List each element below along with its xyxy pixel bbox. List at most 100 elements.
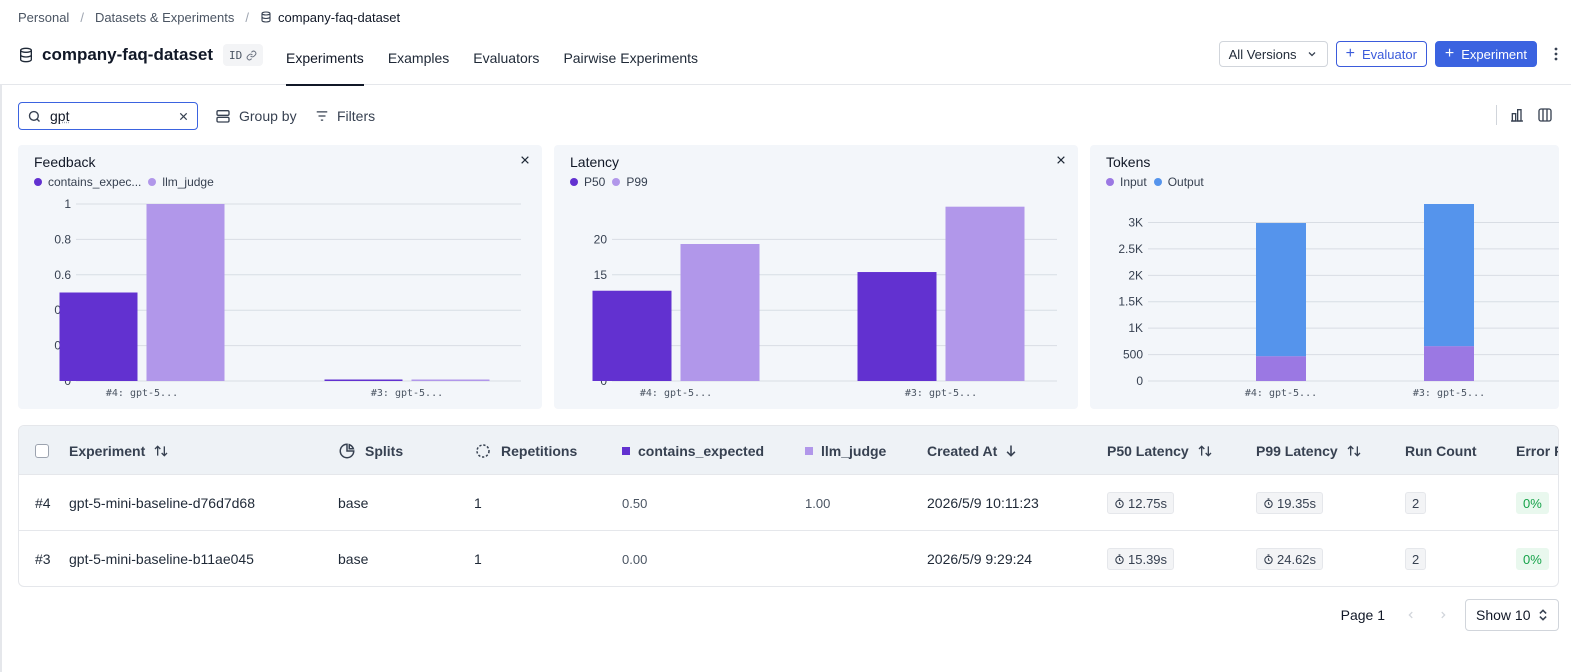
column-header-run-count[interactable]: Run Count: [1405, 426, 1477, 475]
column-header-repetitions[interactable]: Repetitions: [474, 426, 577, 475]
search-input[interactable]: [50, 108, 160, 124]
bar: [945, 206, 1025, 381]
legend-item: Input: [1106, 175, 1147, 189]
column-header-created-at[interactable]: Created At: [927, 426, 1017, 475]
legend-swatch: [570, 178, 578, 186]
tab-bar: Experiments Examples Evaluators Pairwise…: [286, 30, 722, 86]
group-by-button[interactable]: Group by: [215, 102, 297, 130]
tab-experiments[interactable]: Experiments: [286, 30, 364, 86]
breadcrumb-personal[interactable]: Personal: [18, 9, 70, 25]
series-swatch: [805, 446, 813, 455]
column-header-p50-latency[interactable]: P50 Latency: [1107, 426, 1213, 475]
table-row[interactable]: #3 gpt-5-mini-baseline-b11ae045 base 1 0…: [19, 531, 1558, 586]
column-header-p99-latency[interactable]: P99 Latency: [1256, 426, 1362, 475]
filters-button[interactable]: Filters: [315, 102, 375, 130]
column-header-experiment[interactable]: Experiment: [69, 426, 169, 475]
split-value: base: [338, 551, 369, 567]
plus-icon: +: [1345, 45, 1355, 62]
arrow-down-icon: [1006, 445, 1016, 457]
table-row[interactable]: #4 gpt-5-mini-baseline-d76d7d68 base 1 0…: [19, 475, 1558, 531]
toggle-columns-button[interactable]: [1537, 107, 1553, 123]
latency-pill: 24.62s: [1256, 548, 1324, 570]
add-experiment-button[interactable]: + Experiment: [1434, 41, 1537, 67]
prev-page-button[interactable]: [1399, 603, 1423, 627]
sort-icon: [1347, 444, 1361, 457]
close-chart-button[interactable]: [520, 155, 530, 165]
clear-search-button[interactable]: [178, 111, 189, 122]
y-tick-label: 2.5K: [1118, 242, 1143, 256]
dataset-name: company-faq-dataset: [42, 45, 213, 64]
latency-pill: 12.75s: [1107, 492, 1175, 514]
versions-select[interactable]: All Versions: [1218, 41, 1328, 67]
tab-pairwise-experiments[interactable]: Pairwise Experiments: [563, 49, 699, 66]
column-label: Run Count: [1405, 442, 1477, 459]
feedback-chart: 00.20.40.60.81#4: gpt-5...#3: gpt-5...: [54, 197, 521, 399]
select-all-cell: [35, 426, 49, 475]
repetitions-value: 1: [474, 551, 482, 567]
bar: [146, 204, 225, 381]
column-label: llm_judge: [821, 442, 887, 459]
pie-chart-icon: [339, 442, 355, 458]
y-tick-label: 20: [594, 232, 608, 246]
chart-legend: contains_expec... llm_judge: [34, 175, 221, 189]
copy-id-button[interactable]: ID: [222, 44, 264, 66]
page-label: Page 1: [1340, 607, 1385, 623]
tab-evaluators[interactable]: Evaluators: [473, 49, 540, 66]
search-box: [18, 102, 198, 130]
error-rate-pill: 0%: [1516, 548, 1549, 570]
x-tick-label: #4: gpt-5...: [1245, 388, 1317, 399]
breadcrumb: Personal / Datasets & Experiments / comp…: [18, 9, 400, 25]
bar: [324, 379, 403, 381]
bar: [59, 292, 138, 381]
divider: [1496, 105, 1497, 125]
y-tick-label: 1.5K: [1118, 295, 1143, 309]
breadcrumb-datasets[interactable]: Datasets & Experiments: [94, 9, 235, 25]
p99-latency-cell: 24.62s: [1256, 531, 1324, 586]
stopwatch-icon: [1115, 497, 1124, 508]
toggle-charts-button[interactable]: [1509, 107, 1525, 123]
column-header-llm-judge[interactable]: llm_judge: [805, 426, 886, 475]
page-size-select[interactable]: Show 10: [1465, 599, 1559, 631]
latency-chart: 05101520#4: gpt-5...#3: gpt-5...: [592, 206, 1057, 399]
page-header: company-faq-dataset ID Experiments Examp…: [0, 30, 1571, 86]
bar: [1424, 346, 1474, 381]
bar: [411, 379, 490, 381]
filters-label: Filters: [337, 108, 376, 124]
y-tick-label: 15: [594, 268, 608, 282]
more-options-button[interactable]: [1541, 41, 1571, 67]
sort-icon: [1198, 444, 1212, 457]
tab-examples[interactable]: Examples: [387, 49, 450, 66]
experiment-name[interactable]: gpt-5-mini-baseline-d76d7d68: [69, 495, 256, 511]
dataset-title: company-faq-dataset ID: [18, 44, 264, 66]
more-vertical-icon: [1554, 47, 1558, 61]
tokens-chart-card: 0 500 1K 1.5K 2K 2.5K 3K #4: gpt-5... #3: gpt-5.…: [1090, 145, 1559, 409]
stopwatch-icon: [1115, 553, 1124, 564]
next-page-button[interactable]: [1431, 603, 1455, 627]
legend-label: llm_judge: [162, 175, 214, 189]
latency-chart-card: 05101520#4: gpt-5...#3: gpt-5... Latency…: [554, 145, 1078, 409]
experiment-name[interactable]: gpt-5-mini-baseline-b11ae045: [69, 551, 254, 567]
p50-latency-cell: 15.39s: [1107, 531, 1175, 586]
column-label: P99 Latency: [1256, 442, 1338, 459]
select-all-checkbox[interactable]: [35, 443, 49, 458]
column-label: Error R: [1516, 442, 1558, 459]
column-header-contains-expected[interactable]: contains_expected: [622, 426, 764, 475]
breadcrumb-separator: /: [80, 9, 84, 25]
run-count-cell: 2: [1405, 475, 1427, 531]
run-count-cell: 2: [1405, 531, 1427, 586]
y-tick-label: 0: [1136, 374, 1143, 388]
legend-item: Output: [1153, 175, 1204, 189]
y-tick-label: 0.6: [54, 268, 71, 282]
column-label: Created At: [927, 442, 998, 459]
tokens-chart: 0 500 1K 1.5K 2K 2.5K 3K #4: gpt-5... #3: gpt-5.…: [1118, 204, 1559, 399]
close-chart-button[interactable]: [1056, 155, 1066, 165]
latency-value: 19.35s: [1277, 495, 1317, 511]
bar: [1256, 356, 1306, 381]
column-header-error-rate[interactable]: Error R: [1516, 426, 1558, 475]
llm-judge-value: 1.00: [805, 495, 831, 511]
chart-title: Latency: [570, 154, 620, 170]
add-evaluator-button[interactable]: + Evaluator: [1335, 41, 1427, 67]
column-header-splits[interactable]: Splits: [338, 426, 403, 475]
x-tick-label: #4: gpt-5...: [106, 388, 178, 399]
breadcrumb-current-label: company-faq-dataset: [278, 9, 401, 25]
